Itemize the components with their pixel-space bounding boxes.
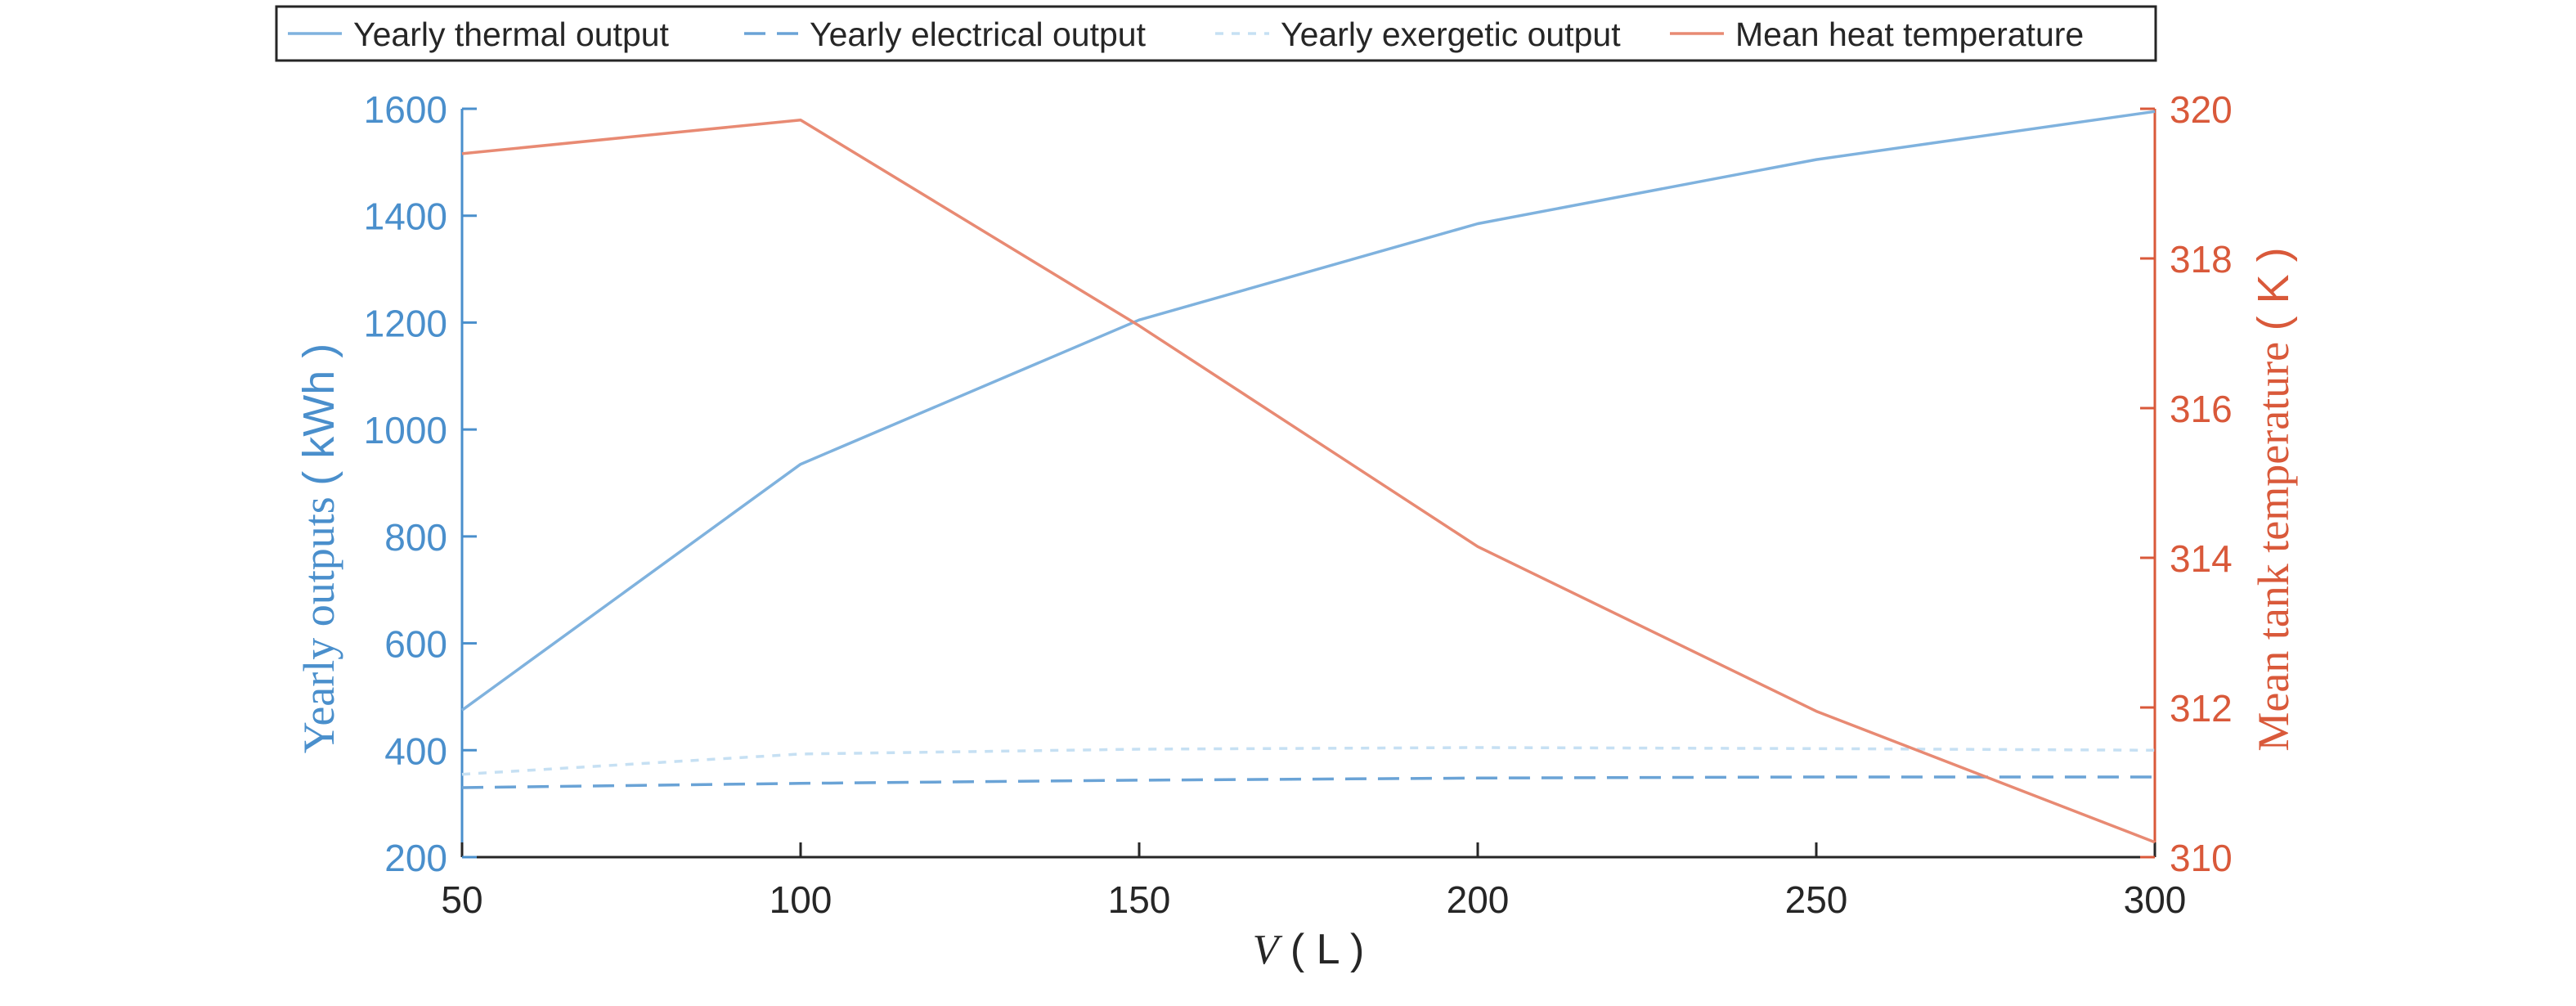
- x-tick-label: 250: [1785, 878, 1848, 921]
- x-tick-label: 300: [2124, 878, 2187, 921]
- left-y-tick-label: 800: [384, 516, 447, 559]
- left-y-axis-label: Yearly outputs ( kWh ): [294, 344, 343, 754]
- series-lines: [460, 110, 2156, 844]
- right-y-axis-label: Mean tank temperature ( K ): [2249, 247, 2298, 751]
- right-y-tick-label: 312: [2170, 687, 2233, 730]
- left-y-tick-label: 400: [384, 730, 447, 772]
- x-tick-label: 50: [441, 878, 482, 921]
- right-y-tick-label: 314: [2170, 537, 2233, 580]
- legend-label: Yearly electrical output: [810, 16, 1147, 53]
- series-line-3: [461, 746, 2156, 776]
- legend-label: Mean heat temperature: [1735, 16, 2084, 53]
- legend: Yearly thermal output Yearly electrical o…: [275, 5, 2157, 62]
- axis-labels: V ( L ) Yearly outputs ( kWh ) Mean tank t…: [294, 247, 2298, 973]
- series-line-2: [461, 775, 2155, 789]
- x-axis-label: V ( L ): [1253, 926, 1365, 973]
- x-tick-label: 150: [1108, 878, 1171, 921]
- series-line-1: [460, 110, 2156, 712]
- axes: 50 100 150 200 250 300 200 400 600 800 1000 1200 140…: [364, 88, 2233, 921]
- left-y-tick-label: 1400: [364, 195, 447, 238]
- left-y-tick-label: 600: [384, 623, 447, 666]
- right-y-tick-label: 320: [2170, 88, 2233, 131]
- left-y-tick-label: 1000: [364, 409, 447, 451]
- x-tick-label: 100: [770, 878, 832, 921]
- legend-label: Yearly exergetic output: [1281, 16, 1621, 53]
- left-y-tick-label: 1600: [364, 88, 447, 131]
- left-y-tick-label: 200: [384, 837, 447, 879]
- series-line-4: [461, 118, 2156, 844]
- x-tick-label: 200: [1447, 878, 1510, 921]
- right-y-tick-label: 316: [2170, 388, 2233, 430]
- right-y-tick-label: 318: [2170, 238, 2233, 281]
- left-y-tick-label: 1200: [364, 302, 447, 344]
- legend-label: Yearly thermal output: [353, 16, 670, 53]
- right-y-tick-label: 310: [2170, 837, 2233, 879]
